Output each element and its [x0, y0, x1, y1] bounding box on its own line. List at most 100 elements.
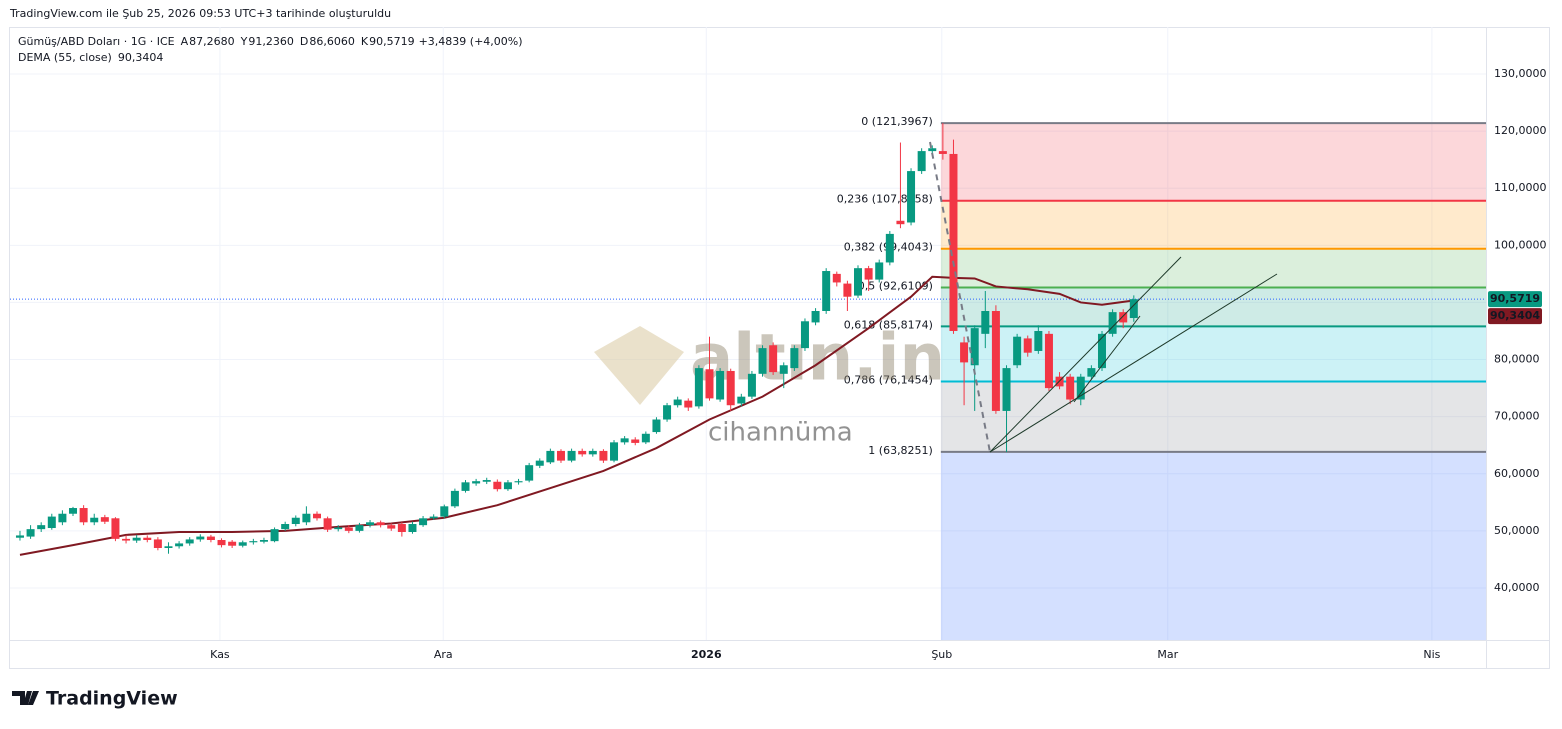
fib-band	[940, 123, 1486, 201]
logo: TradingView	[12, 688, 178, 710]
candle-body	[1087, 368, 1096, 377]
candle-body	[769, 345, 778, 373]
candle-body	[1119, 312, 1128, 323]
logo-text: TradingView	[46, 688, 178, 710]
candle-body	[334, 527, 343, 530]
ohlc-value: 86,6060	[309, 35, 355, 48]
candle-body	[376, 522, 385, 526]
watermark-sub: cihannüma	[708, 418, 853, 448]
candle-body	[811, 310, 820, 323]
candle-body	[854, 268, 863, 296]
candle-body	[291, 517, 300, 525]
candle-body	[15, 535, 24, 538]
candle-body	[1023, 338, 1032, 353]
candle-body	[864, 268, 873, 280]
y-tick-label: 40,0000	[1494, 581, 1540, 594]
price-tag	[1488, 291, 1542, 308]
candle-body	[588, 450, 597, 455]
candle-body	[832, 273, 841, 283]
candle-body	[843, 283, 852, 297]
candle-body	[641, 433, 650, 443]
x-tick-label: Kas	[210, 648, 230, 661]
candle-body	[493, 481, 502, 490]
ohlc-key: K	[361, 35, 369, 48]
fib-label: 0,5 (92,6109)	[858, 280, 933, 293]
drawings	[929, 141, 1278, 453]
candle-body	[175, 543, 184, 547]
candle-body	[917, 151, 926, 172]
fib-band	[940, 381, 1486, 452]
candle-body	[514, 481, 523, 483]
x-tick-label: 2026	[691, 648, 722, 661]
candle-body	[525, 465, 534, 481]
candle-body	[132, 537, 141, 541]
candle-body	[535, 460, 544, 466]
candle-body	[779, 365, 788, 374]
candle-body	[1129, 299, 1138, 319]
candle-body	[111, 518, 120, 539]
ohlc-value: 90,5719	[369, 35, 415, 48]
candle-body	[960, 342, 969, 363]
price-tag	[1488, 308, 1542, 325]
candle-body	[206, 536, 215, 541]
y-tick-label: 50,0000	[1494, 524, 1540, 537]
trend-line	[1073, 315, 1141, 403]
candle-body	[344, 527, 353, 531]
candle-body	[1066, 376, 1075, 400]
candle-body	[238, 542, 247, 546]
candle-body	[726, 370, 735, 406]
candle-body	[387, 525, 396, 529]
fib-extension	[940, 451, 1486, 640]
candle-body	[1013, 336, 1022, 366]
candle-body	[1108, 312, 1117, 334]
candle-body	[991, 310, 1000, 411]
y-tick-label: 100,0000	[1494, 238, 1547, 251]
candle-body	[737, 396, 746, 404]
candle-body	[684, 400, 693, 408]
fib-label: 0,236 (107,8058)	[837, 193, 933, 206]
candle-body	[907, 171, 916, 223]
candle-body	[482, 480, 491, 482]
fib-band	[940, 200, 1486, 249]
candle-body	[567, 450, 576, 461]
candle-body	[408, 524, 417, 533]
plot	[10, 123, 1486, 556]
candle-body	[228, 541, 237, 546]
candle-body	[429, 516, 438, 519]
candle-body	[578, 450, 587, 455]
candle-body	[100, 517, 109, 522]
candle-body	[631, 439, 640, 443]
x-tick-label: Ara	[434, 648, 453, 661]
candle-body	[981, 310, 990, 334]
candle-body	[503, 482, 512, 490]
candle-body	[196, 536, 205, 540]
ohlc-key: A	[181, 35, 189, 48]
fib-band	[940, 248, 1486, 288]
candle-body	[758, 348, 767, 374]
fibonacci: 0 (121,3967)0,236 (107,8058)0,382 (99,40…	[837, 115, 1486, 640]
candle-body	[259, 540, 268, 542]
candle-body	[153, 539, 162, 548]
candle-body	[472, 481, 481, 484]
logo-mark	[12, 691, 39, 705]
candle-body	[450, 490, 459, 507]
change: +3,4839 (+4,00%)	[419, 35, 523, 48]
candle-body	[461, 482, 470, 491]
candle-body	[69, 508, 78, 514]
candle-body	[58, 513, 67, 523]
candle-body	[1076, 376, 1085, 400]
fib-label: 0,786 (76,1454)	[844, 374, 933, 387]
y-tick-label: 120,0000	[1494, 124, 1547, 137]
candle-body	[47, 516, 56, 529]
axes: 40,000050,000060,000070,000080,000090,00…	[210, 67, 1546, 661]
watermark-logo	[594, 326, 684, 405]
candle-body	[281, 524, 290, 530]
candle-body	[875, 262, 884, 280]
candle-body	[217, 540, 226, 546]
candle-body	[143, 537, 152, 541]
fib-label: 0 (121,3967)	[861, 115, 933, 128]
y-tick-label: 130,0000	[1494, 67, 1547, 80]
candle-body	[673, 399, 682, 406]
candle-body	[885, 233, 894, 263]
fib-label: 0,618 (85,8174)	[844, 318, 933, 331]
